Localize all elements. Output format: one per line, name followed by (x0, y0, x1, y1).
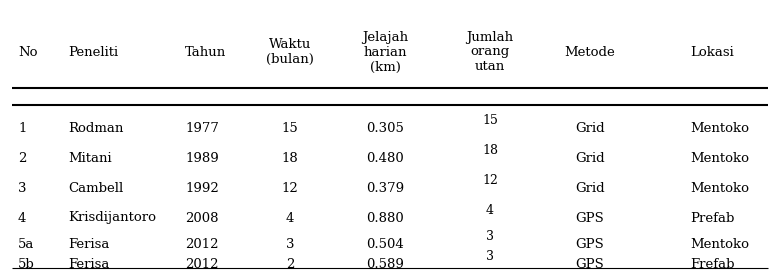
Text: No: No (18, 45, 37, 59)
Text: 0.480: 0.480 (366, 151, 404, 165)
Text: Ferisa: Ferisa (68, 258, 109, 272)
Text: 1989: 1989 (185, 151, 218, 165)
Text: 3: 3 (486, 251, 494, 263)
Text: Prefab: Prefab (690, 211, 735, 225)
Text: 0.589: 0.589 (366, 258, 404, 272)
Text: 0.880: 0.880 (366, 211, 404, 225)
Text: Ferisa: Ferisa (68, 239, 109, 251)
Text: GPS: GPS (576, 239, 604, 251)
Text: 2012: 2012 (185, 258, 218, 272)
Text: GPS: GPS (576, 258, 604, 272)
Text: 0.379: 0.379 (366, 181, 404, 195)
Text: 4: 4 (18, 211, 27, 225)
Text: Jumlah
orang
utan: Jumlah orang utan (466, 31, 513, 74)
Text: 5a: 5a (18, 239, 34, 251)
Text: Cambell: Cambell (68, 181, 123, 195)
Text: Lokasi: Lokasi (690, 45, 734, 59)
Text: 12: 12 (482, 174, 498, 186)
Text: Peneliti: Peneliti (68, 45, 118, 59)
Text: 2: 2 (18, 151, 27, 165)
Text: 1977: 1977 (185, 122, 219, 134)
Text: GPS: GPS (576, 211, 604, 225)
Text: 3: 3 (18, 181, 27, 195)
Text: 15: 15 (482, 113, 498, 127)
Text: Jelajah
harian
(km): Jelajah harian (km) (362, 31, 408, 74)
Text: 1: 1 (18, 122, 27, 134)
Text: 3: 3 (285, 239, 294, 251)
Text: 18: 18 (482, 143, 498, 157)
Text: 2012: 2012 (185, 239, 218, 251)
Text: 15: 15 (282, 122, 299, 134)
Text: Mentoko: Mentoko (690, 181, 749, 195)
Text: Mentoko: Mentoko (690, 151, 749, 165)
Text: Metode: Metode (565, 45, 615, 59)
Text: Grid: Grid (575, 181, 604, 195)
Text: Tahun: Tahun (185, 45, 226, 59)
Text: 5b: 5b (18, 258, 35, 272)
Text: Waktu
(bulan): Waktu (bulan) (266, 38, 314, 66)
Text: Grid: Grid (575, 122, 604, 134)
Text: Grid: Grid (575, 151, 604, 165)
Text: Mentoko: Mentoko (690, 239, 749, 251)
Text: Rodman: Rodman (68, 122, 123, 134)
Text: 0.504: 0.504 (366, 239, 404, 251)
Text: 4: 4 (285, 211, 294, 225)
Text: Mitani: Mitani (68, 151, 112, 165)
Text: 4: 4 (486, 204, 494, 216)
Text: Mentoko: Mentoko (690, 122, 749, 134)
Text: Krisdijantoro: Krisdijantoro (68, 211, 156, 225)
Text: 18: 18 (282, 151, 299, 165)
Text: 1992: 1992 (185, 181, 218, 195)
Text: 0.305: 0.305 (366, 122, 404, 134)
Text: Frefab: Frefab (690, 258, 735, 272)
Text: 12: 12 (282, 181, 299, 195)
Text: 2008: 2008 (185, 211, 218, 225)
Text: 2: 2 (285, 258, 294, 272)
Text: 3: 3 (486, 230, 494, 244)
